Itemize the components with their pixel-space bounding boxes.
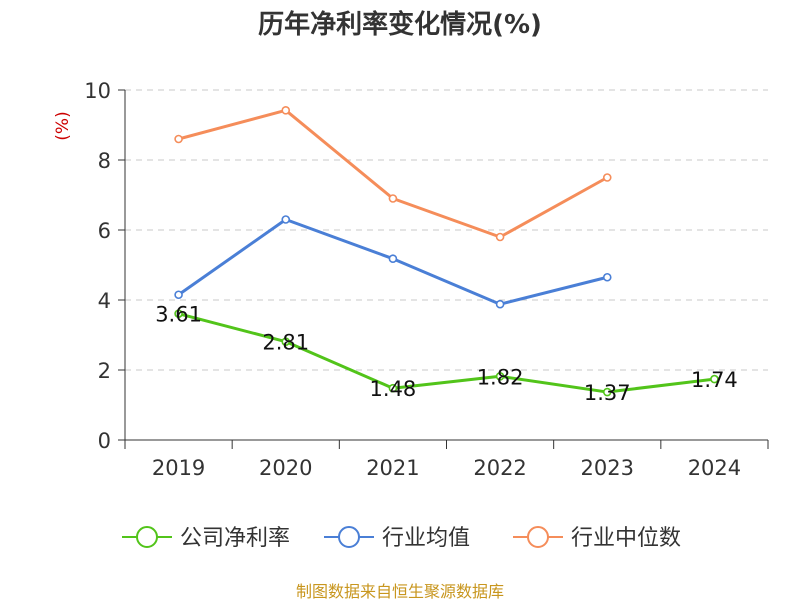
legend-marker: [136, 526, 158, 548]
series-2: [174, 215, 612, 309]
data-point[interactable]: [174, 309, 183, 318]
x-tick-label-2019: 2019: [152, 456, 205, 480]
y-tick-label: 8: [98, 149, 111, 173]
data-point[interactable]: [602, 387, 612, 397]
series-line: [178, 108, 608, 239]
data-point[interactable]: [710, 374, 719, 384]
data-label: 1.82: [477, 365, 524, 389]
legend: 公司净利率 行业均值 行业中位数: [122, 526, 681, 551]
y-tick-label: 0: [98, 429, 111, 453]
data-label: 3.61: [155, 303, 202, 327]
chart-title: 历年净利率变化情况(%): [258, 10, 542, 40]
x-tick-label-2022: 2022: [473, 456, 526, 480]
data-point[interactable]: [281, 337, 291, 346]
legend-marker: [338, 526, 360, 548]
data-label: 1.48: [370, 377, 417, 401]
data-label: 2.81: [262, 331, 309, 355]
legend-marker: [527, 526, 549, 548]
x-tick-label-2024: 2024: [688, 456, 741, 480]
series-line: [178, 312, 715, 394]
data-point[interactable]: [281, 215, 291, 224]
data-point[interactable]: [495, 232, 505, 242]
data-point[interactable]: [281, 106, 291, 115]
source-note: 制图数据来自恒生聚源数据库: [295, 582, 504, 601]
axes: 0 2 4 6 8 10 2019 2020 2021 2022 2023 2024 (%): [53, 79, 769, 480]
legend-item-3[interactable]: 行业中位数: [513, 526, 681, 551]
data-point[interactable]: [174, 134, 183, 144]
data-point[interactable]: [602, 173, 612, 182]
data-point[interactable]: [495, 299, 505, 309]
data-point[interactable]: [388, 383, 398, 393]
data-point[interactable]: [495, 371, 505, 381]
y-axis-label: (%): [53, 111, 73, 140]
series-3: [174, 106, 612, 242]
data-point[interactable]: [174, 290, 183, 300]
legend-label: 行业均值: [382, 526, 470, 551]
data-label: 1.74: [691, 368, 738, 392]
y-tick-label: 2: [98, 359, 111, 383]
data-point[interactable]: [388, 194, 398, 203]
legend-item-1[interactable]: 公司净利率: [122, 526, 290, 551]
data-label: 1.37: [584, 381, 631, 405]
legend-label: 行业中位数: [571, 526, 681, 551]
grid-lines: [125, 89, 768, 371]
legend-item-2[interactable]: 行业均值: [324, 526, 470, 551]
data-point[interactable]: [602, 272, 612, 282]
x-tick-label-2020: 2020: [259, 456, 312, 480]
x-tick-label-2021: 2021: [366, 456, 419, 480]
y-tick-label: 10: [84, 79, 111, 103]
y-tick-label: 6: [98, 219, 111, 243]
series-1: [174, 309, 719, 397]
data-labels: 3.61 2.81 1.48 1.82 1.37 1.74: [155, 303, 738, 405]
data-point[interactable]: [388, 254, 398, 264]
x-tick-label-2023: 2023: [581, 456, 634, 480]
y-tick-label: 4: [98, 289, 111, 313]
legend-label: 公司净利率: [180, 526, 290, 551]
series: [174, 106, 719, 397]
